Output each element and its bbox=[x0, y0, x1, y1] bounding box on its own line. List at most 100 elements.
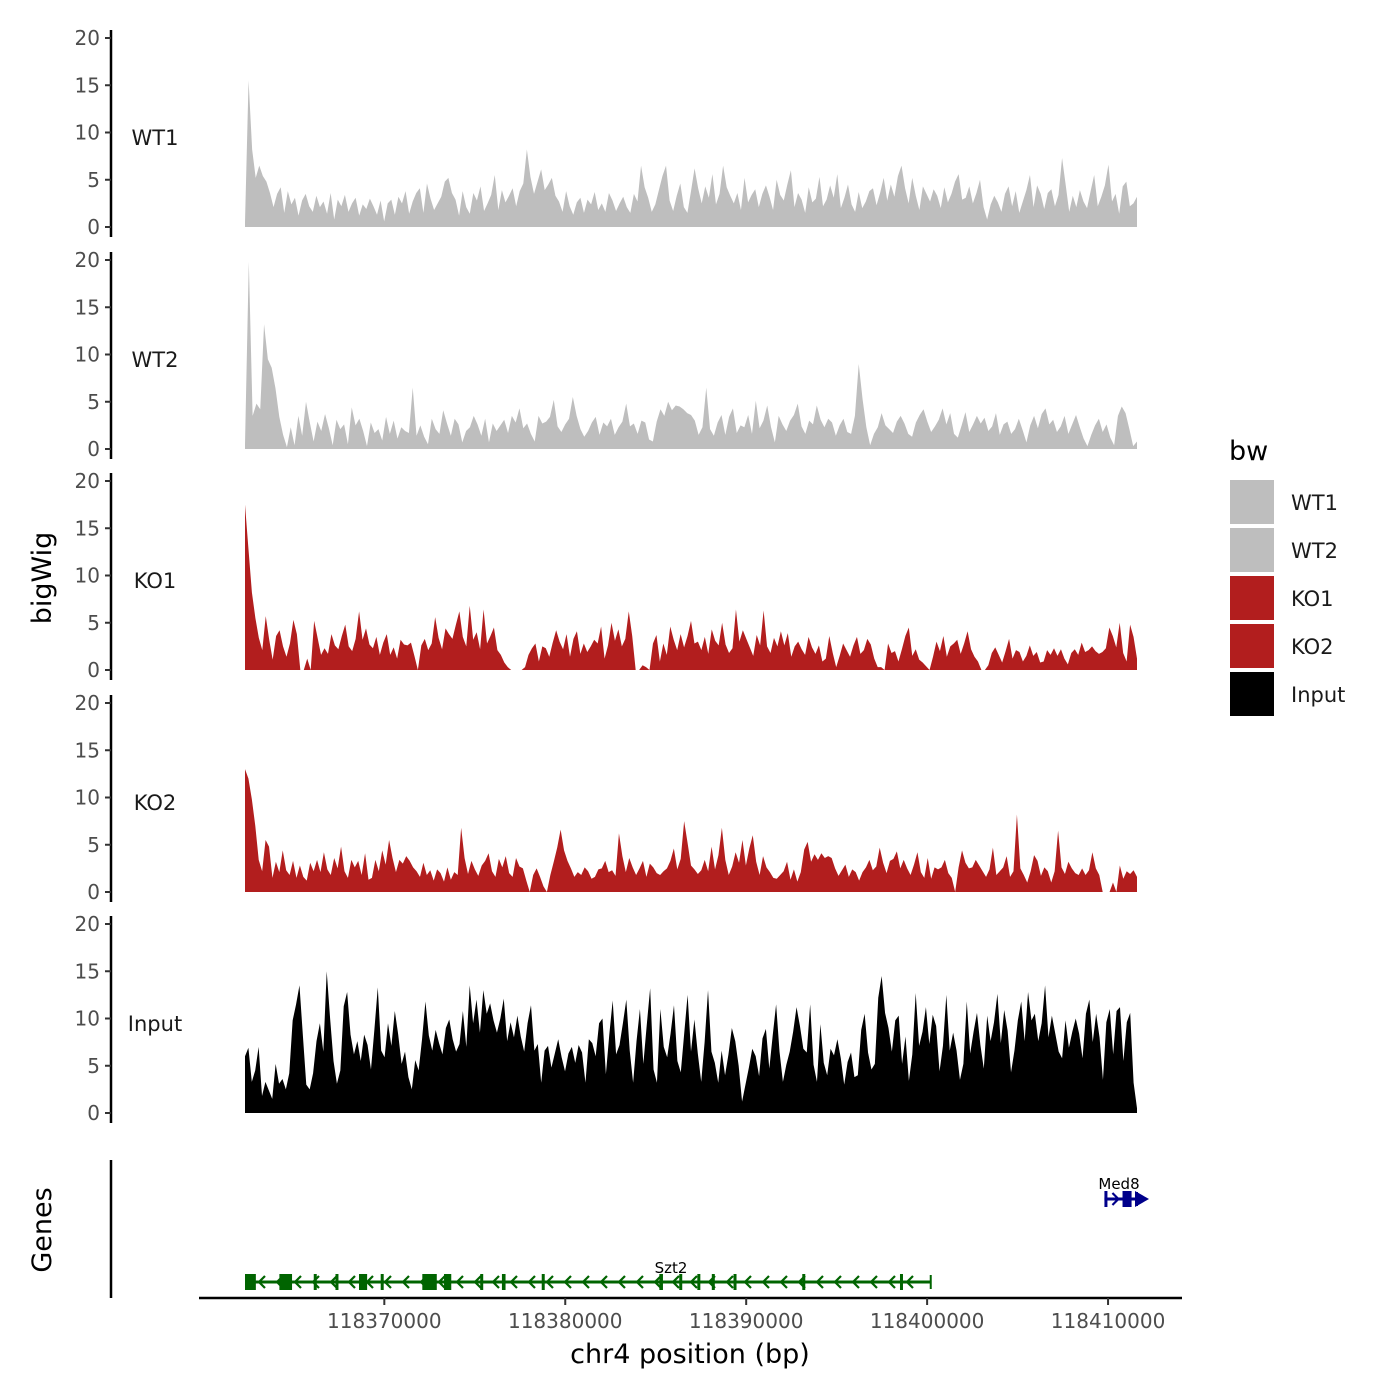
strand-arrow bbox=[671, 1275, 680, 1289]
strand-arrow bbox=[491, 1275, 500, 1289]
legend: bw WT1 WT2 KO1 KO2 Input bbox=[1229, 436, 1345, 716]
strand-arrow bbox=[293, 1275, 302, 1289]
signal-area-wt2 bbox=[245, 261, 1137, 449]
y-axis-title: bigWig bbox=[27, 532, 58, 625]
gene-szt2: Szt2 bbox=[245, 1259, 932, 1290]
legend-label: WT1 bbox=[1291, 491, 1338, 515]
y-tick-label: 10 bbox=[75, 343, 100, 367]
track-wt2: 0 5 10 15 20 WT2 bbox=[75, 248, 1137, 461]
y-tick-label: 10 bbox=[75, 121, 100, 145]
strand-arrow bbox=[635, 1275, 644, 1289]
exon bbox=[380, 1274, 384, 1290]
legend-item-wt2: WT2 bbox=[1230, 528, 1338, 572]
y-tick-label: 15 bbox=[75, 959, 100, 983]
strand-arrow bbox=[545, 1275, 554, 1289]
exon bbox=[679, 1274, 683, 1290]
strand-arrow bbox=[851, 1275, 860, 1289]
legend-label: WT2 bbox=[1291, 539, 1338, 563]
track-label-input: Input bbox=[128, 1012, 182, 1036]
x-tick-label: 118410000 bbox=[1051, 1309, 1166, 1333]
legend-title: bw bbox=[1229, 436, 1268, 467]
y-tick-label: 5 bbox=[87, 833, 100, 857]
strand-arrow bbox=[473, 1275, 482, 1289]
strand-arrow bbox=[311, 1275, 320, 1289]
legend-item-ko1: KO1 bbox=[1230, 576, 1334, 620]
y-tick-label: 5 bbox=[87, 611, 100, 635]
signal-area-wt1 bbox=[245, 80, 1137, 227]
legend-swatch bbox=[1230, 576, 1274, 620]
signal-area-ko2 bbox=[245, 769, 1137, 892]
strand-arrow bbox=[653, 1275, 662, 1289]
genes-axis-title: Genes bbox=[27, 1187, 58, 1272]
strand-arrow bbox=[833, 1275, 842, 1289]
x-axis: 118370000 118380000 118390000 118400000 1184… bbox=[199, 1296, 1182, 1333]
strand-arrow bbox=[257, 1275, 266, 1289]
strand-arrow bbox=[329, 1275, 338, 1289]
exon bbox=[444, 1274, 452, 1290]
y-tick-label: 5 bbox=[87, 168, 100, 192]
legend-swatch bbox=[1230, 480, 1274, 524]
legend-label: KO1 bbox=[1291, 587, 1334, 611]
strand-arrow bbox=[779, 1275, 788, 1289]
x-tick-label: 118400000 bbox=[870, 1309, 985, 1333]
legend-label: KO2 bbox=[1291, 635, 1334, 659]
y-tick-label: 10 bbox=[75, 786, 100, 810]
track-label-wt2: WT2 bbox=[132, 348, 179, 372]
x-tick-label: 118370000 bbox=[327, 1309, 442, 1333]
y-tick-label: 20 bbox=[75, 691, 100, 715]
exon bbox=[279, 1274, 293, 1290]
signal-tracks: 0 5 10 15 20 WT1 0 5 10 15 20 WT2 0 5 10 15 20 KO1 0 5 10 15 2… bbox=[75, 26, 1137, 1125]
exon bbox=[480, 1274, 484, 1290]
track-wt1: 0 5 10 15 20 WT1 bbox=[75, 26, 1137, 239]
strand-arrow bbox=[815, 1275, 824, 1289]
legend-item-input: Input bbox=[1230, 672, 1345, 716]
exon bbox=[1104, 1191, 1108, 1207]
exon bbox=[541, 1274, 545, 1290]
legend-label: Input bbox=[1291, 683, 1345, 707]
gene-label-med8: Med8 bbox=[1098, 1175, 1139, 1193]
y-tick-label: 20 bbox=[75, 248, 100, 272]
strand-arrow bbox=[509, 1275, 518, 1289]
x-tick-label: 118390000 bbox=[689, 1309, 804, 1333]
strand-arrow bbox=[743, 1275, 752, 1289]
exon bbox=[313, 1274, 317, 1290]
exon bbox=[711, 1274, 715, 1290]
strand-arrow bbox=[617, 1275, 626, 1289]
track-input: 0 5 10 15 20 Input bbox=[75, 912, 1137, 1125]
strand-arrow bbox=[887, 1275, 896, 1289]
strand-arrow bbox=[527, 1275, 536, 1289]
strand-arrow bbox=[563, 1275, 572, 1289]
strand-arrow bbox=[905, 1275, 914, 1289]
track-label-wt1: WT1 bbox=[132, 126, 179, 150]
y-tick-label: 0 bbox=[87, 1101, 100, 1125]
y-tick-label: 15 bbox=[75, 73, 100, 97]
strand-arrow bbox=[401, 1275, 410, 1289]
y-tick-label: 0 bbox=[87, 215, 100, 239]
y-tick-label: 5 bbox=[87, 1054, 100, 1078]
exon bbox=[802, 1274, 806, 1290]
y-tick-label: 20 bbox=[75, 26, 100, 50]
legend-item-ko2: KO2 bbox=[1230, 624, 1334, 668]
exon bbox=[422, 1274, 437, 1290]
exon bbox=[245, 1274, 256, 1290]
strand-arrow bbox=[725, 1275, 734, 1289]
strand-arrow bbox=[437, 1275, 446, 1289]
signal-area-ko1 bbox=[245, 504, 1137, 670]
exon bbox=[697, 1274, 701, 1290]
strand-arrow bbox=[383, 1275, 392, 1289]
signal-area-input bbox=[245, 971, 1137, 1113]
legend-swatch bbox=[1230, 672, 1274, 716]
strand-arrow bbox=[869, 1275, 878, 1289]
y-tick-label: 15 bbox=[75, 738, 100, 762]
strand-arrow bbox=[689, 1275, 698, 1289]
exon bbox=[358, 1274, 368, 1290]
gene-med8: Med8 bbox=[1098, 1175, 1149, 1207]
gene-arrowhead bbox=[1135, 1191, 1149, 1207]
strand-arrow bbox=[581, 1275, 590, 1289]
exon bbox=[733, 1274, 737, 1290]
track-label-ko2: KO2 bbox=[134, 791, 177, 815]
legend-swatch bbox=[1230, 624, 1274, 668]
strand-arrow bbox=[761, 1275, 770, 1289]
y-tick-label: 0 bbox=[87, 880, 100, 904]
strand-arrow bbox=[455, 1275, 464, 1289]
